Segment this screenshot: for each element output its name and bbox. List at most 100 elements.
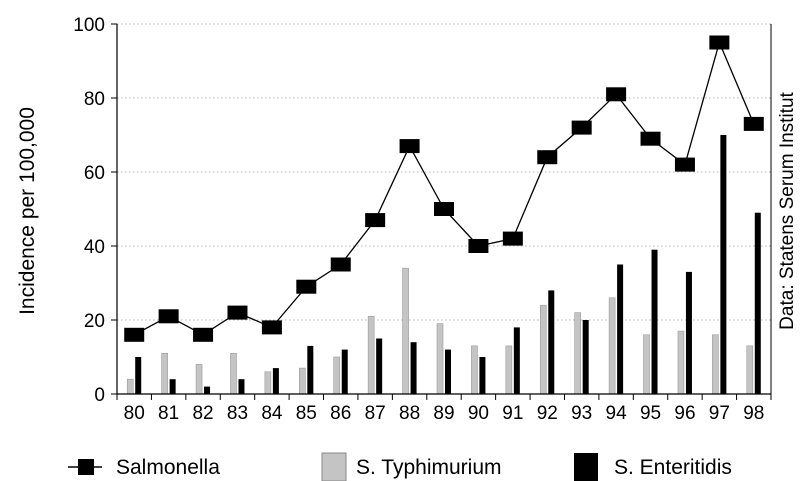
x-tick-label-86: 86 xyxy=(330,403,351,424)
x-tick-label-88: 88 xyxy=(399,403,420,424)
bar-typhimurium-81 xyxy=(161,352,168,395)
bar-typhimurium-85 xyxy=(299,367,306,395)
salmonella-line xyxy=(124,35,764,342)
bar-typhimurium-80 xyxy=(126,378,134,395)
bar-marks xyxy=(126,135,761,395)
salmonella-point-87 xyxy=(365,213,386,228)
x-tick-label-93: 93 xyxy=(571,403,592,424)
salmonella-point-95 xyxy=(640,131,661,146)
x-tick-label-91: 91 xyxy=(502,403,523,424)
legend-typhimurium-swatch xyxy=(321,452,347,481)
x-tick-label-81: 81 xyxy=(158,403,179,424)
x-tick-label-84: 84 xyxy=(261,403,283,424)
y-tick-labels: 0 20 40 60 80 100 xyxy=(73,15,105,406)
bar-typhimurium-88 xyxy=(402,267,409,395)
x-tick-label-92: 92 xyxy=(537,403,558,424)
gridlines xyxy=(117,23,771,321)
salmonella-point-94 xyxy=(606,87,627,102)
y-tick-label-40: 40 xyxy=(84,237,105,258)
x-tick-label-89: 89 xyxy=(433,403,454,424)
x-tick-label-94: 94 xyxy=(606,403,628,424)
salmonella-point-98 xyxy=(743,116,764,131)
salmonella-point-92 xyxy=(537,150,558,165)
x-tick-label-95: 95 xyxy=(640,403,661,424)
legend-item-salmonella: Salmonella xyxy=(68,456,220,479)
bar-typhimurium-92 xyxy=(539,304,547,395)
legend-item-typhimurium: S. Typhimurium xyxy=(321,452,502,481)
legend-salmonella-marker xyxy=(78,459,94,475)
salmonella-point-89 xyxy=(434,202,454,216)
bar-typhimurium-86 xyxy=(333,356,341,395)
legend-label-enteritidis: S. Enteritidis xyxy=(614,456,732,479)
bar-enteritidis-85 xyxy=(307,345,314,394)
salmonella-point-84 xyxy=(261,320,282,335)
salmonella-point-97 xyxy=(709,35,730,50)
salmonella-point-81 xyxy=(158,309,179,324)
bar-typhimurium-87 xyxy=(367,315,375,395)
bar-typhimurium-83 xyxy=(230,352,237,395)
legend-item-enteritidis: S. Enteritidis xyxy=(574,453,732,481)
y-axis-title: Incidence per 100,000 xyxy=(16,107,39,315)
source-note: Data: Statens Serum Institut xyxy=(777,91,798,329)
bar-enteritidis-92 xyxy=(548,290,555,394)
y-tick-label-60: 60 xyxy=(84,163,105,184)
bar-typhimurium-84 xyxy=(264,371,272,395)
bar-enteritidis-94 xyxy=(617,264,624,394)
salmonella-point-85 xyxy=(296,279,317,294)
legend-label-typhimurium: S. Typhimurium xyxy=(356,456,502,479)
x-tick-label-80: 80 xyxy=(124,403,145,424)
bar-enteritidis-98 xyxy=(754,212,761,394)
bar-enteritidis-91 xyxy=(513,327,520,394)
bar-typhimurium-93 xyxy=(574,312,581,395)
bar-enteritidis-82 xyxy=(204,386,211,394)
bar-enteritidis-80 xyxy=(135,357,142,394)
x-tick-label-97: 97 xyxy=(709,403,730,424)
bar-enteritidis-86 xyxy=(341,349,348,394)
bar-enteritidis-96 xyxy=(685,271,692,394)
bar-typhimurium-90 xyxy=(471,345,478,395)
bar-typhimurium-82 xyxy=(195,364,203,395)
x-tick-label-82: 82 xyxy=(192,403,213,424)
salmonella-point-96 xyxy=(674,157,695,172)
salmonella-point-93 xyxy=(571,120,592,135)
x-tick-label-87: 87 xyxy=(365,403,386,424)
legend-label-salmonella: Salmonella xyxy=(116,456,220,479)
bar-enteritidis-81 xyxy=(169,379,176,394)
x-tick-label-83: 83 xyxy=(227,403,248,424)
axes xyxy=(111,23,772,400)
bar-typhimurium-91 xyxy=(505,345,513,395)
bar-enteritidis-88 xyxy=(410,342,417,394)
salmonella-point-83 xyxy=(227,305,248,320)
legend: Salmonella S. Typhimurium S. Enteritidis xyxy=(68,452,732,481)
x-tick-label-96: 96 xyxy=(674,403,695,424)
bar-enteritidis-93 xyxy=(582,320,589,394)
bar-typhimurium-89 xyxy=(436,323,444,395)
x-tick-labels: 80 81 82 83 84 85 86 87 88 89 90 91 92 93 94 95 96 97 98 xyxy=(124,403,765,424)
salmonella-point-88 xyxy=(399,139,420,154)
bar-enteritidis-97 xyxy=(720,135,727,394)
bar-enteritidis-87 xyxy=(376,338,383,394)
salmonella-point-90 xyxy=(468,239,489,253)
bar-enteritidis-84 xyxy=(272,368,279,394)
y-tick-label-80: 80 xyxy=(84,89,105,110)
bar-typhimurium-94 xyxy=(608,297,616,395)
y-tick-label-20: 20 xyxy=(84,311,105,332)
salmonella-point-91 xyxy=(502,231,523,246)
bar-typhimurium-95 xyxy=(643,334,650,395)
salmonella-line-path xyxy=(133,40,755,336)
y-tick-label-0: 0 xyxy=(94,385,105,406)
legend-enteritidis-swatch xyxy=(574,453,598,481)
bar-enteritidis-95 xyxy=(651,249,658,394)
y-tick-label-100: 100 xyxy=(73,15,105,36)
x-tick-label-85: 85 xyxy=(296,403,317,424)
bar-typhimurium-98 xyxy=(746,345,754,395)
salmonella-point-86 xyxy=(330,257,351,272)
x-tick-label-90: 90 xyxy=(468,403,489,424)
bar-enteritidis-89 xyxy=(445,349,451,394)
bar-typhimurium-97 xyxy=(712,334,719,395)
x-tick-label-98: 98 xyxy=(743,403,764,424)
bar-typhimurium-96 xyxy=(677,330,685,395)
salmonella-point-80 xyxy=(124,327,145,342)
bar-enteritidis-83 xyxy=(238,379,245,394)
